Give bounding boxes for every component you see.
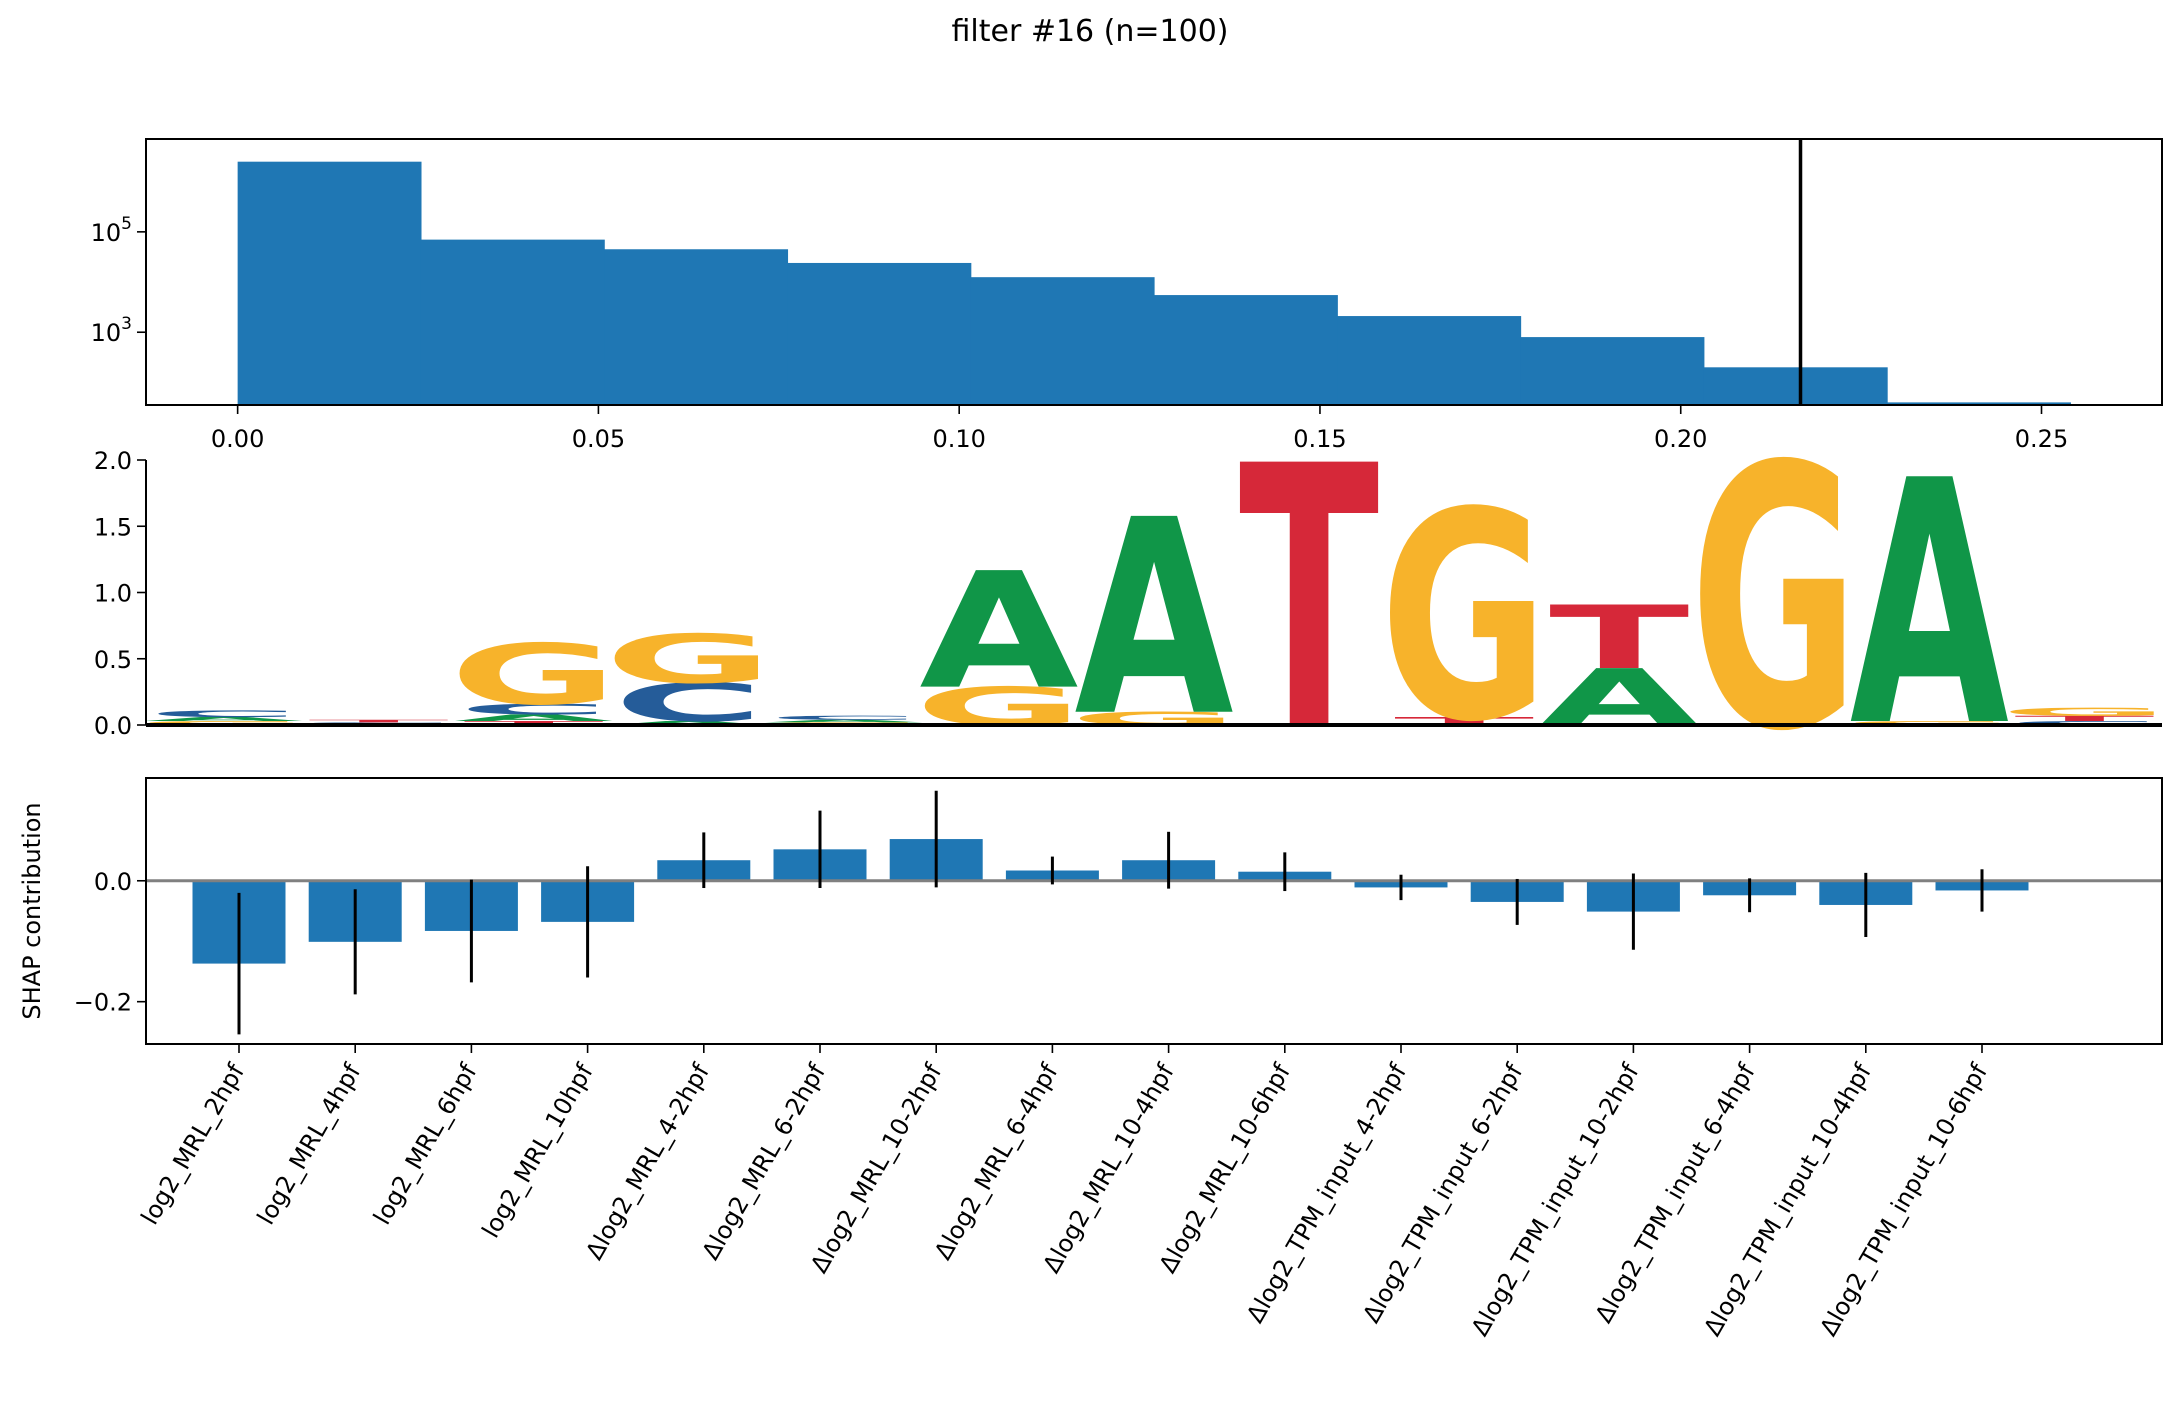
- histogram-bar: [604, 249, 789, 405]
- x-tick-label: log2_MRL_4hpf: [252, 1059, 367, 1230]
- shap-frame: [145, 777, 2163, 1045]
- y-tick-label: 1.5: [94, 513, 132, 541]
- y-tick-label: 1.0: [94, 580, 132, 608]
- logo-letter-G: G: [1690, 391, 1859, 811]
- x-tick-label: log2_MRL_2hpf: [136, 1059, 251, 1230]
- y-tick-label: 0.0: [94, 868, 132, 896]
- logo-letter-G: G: [2000, 706, 2169, 719]
- logo-letter-T: T: [2014, 714, 2154, 722]
- y-tick-label: 0.5: [94, 646, 132, 674]
- logo-letter-T: T: [1239, 391, 1380, 811]
- logo-letter-C: C: [768, 715, 919, 721]
- logo-letter-T: T: [1549, 587, 1689, 689]
- y-axis-label: SHAP contribution: [18, 802, 46, 1019]
- histogram-bar: [237, 161, 422, 405]
- logo-letter-G: G: [604, 621, 773, 699]
- logo-letter-A: A: [1850, 410, 2011, 801]
- y-tick-label: 103: [91, 314, 132, 347]
- x-tick-label: 0.20: [1654, 425, 1707, 453]
- logo-letter-A: A: [1074, 464, 1233, 776]
- x-tick-label: Δlog2_MRL_10-4hpf: [1037, 1059, 1180, 1278]
- logo-letter-A: A: [919, 539, 1078, 725]
- logo-letter-C: C: [148, 709, 299, 720]
- logo-letter-A: A: [454, 713, 613, 724]
- histogram-frame: [145, 138, 2163, 406]
- y-tick-label: 105: [91, 214, 132, 247]
- logo-letter-G: G: [449, 627, 618, 724]
- histogram-bar: [420, 239, 605, 405]
- histogram-bar: [1154, 295, 1338, 405]
- logo-letter-T: T: [308, 719, 448, 723]
- logo-letter-A: A: [144, 716, 303, 722]
- x-tick-label: 0.25: [2015, 425, 2068, 453]
- figure-title: filter #16 (n=100): [951, 14, 1229, 49]
- x-tick-label: 0.10: [932, 425, 985, 453]
- logo-letter-A: A: [1540, 653, 1699, 744]
- histogram-bar: [970, 277, 1155, 405]
- x-tick-label: Δlog2_MRL_6-4hpf: [929, 1059, 1064, 1265]
- histogram-bar: [1887, 402, 2071, 405]
- y-tick-label: 0.0: [94, 712, 132, 740]
- logo-letter-G: G: [1380, 450, 1549, 784]
- histogram-bar: [1703, 367, 1888, 405]
- sequence-logo-panel: GACACTTACGACGGACGAGATTGATGGACTG0.00.51.0…: [94, 391, 2169, 811]
- histogram-bar: [1520, 337, 1705, 405]
- x-tick-label: Δlog2_MRL_6-2hpf: [696, 1059, 831, 1265]
- x-tick-label: Δlog2_MRL_10-6hpf: [1154, 1059, 1297, 1278]
- y-tick-label: 2.0: [94, 447, 132, 475]
- x-tick-label: 0.00: [211, 425, 264, 453]
- logo-letter-A: A: [764, 719, 923, 723]
- logo-letter-G: G: [915, 677, 1084, 738]
- y-tick-label: −0.2: [74, 989, 132, 1017]
- x-tick-label: Δlog2_MRL_4-2hpf: [580, 1059, 715, 1265]
- x-tick-label: log2_MRL_10hpf: [477, 1059, 600, 1243]
- histogram-bar: [1337, 316, 1522, 405]
- x-tick-label: 0.05: [572, 425, 625, 453]
- logo-letter-C: C: [458, 701, 609, 718]
- histogram-bar: [787, 262, 972, 405]
- histogram-panel: 0.00 0.05 0.10 0.15 0.20 0.25 105 103: [91, 138, 2163, 453]
- x-tick-label: 0.15: [1293, 425, 1346, 453]
- x-tick-label: log2_MRL_6hpf: [368, 1059, 483, 1230]
- x-tick-label: Δlog2_MRL_10-2hpf: [805, 1059, 948, 1278]
